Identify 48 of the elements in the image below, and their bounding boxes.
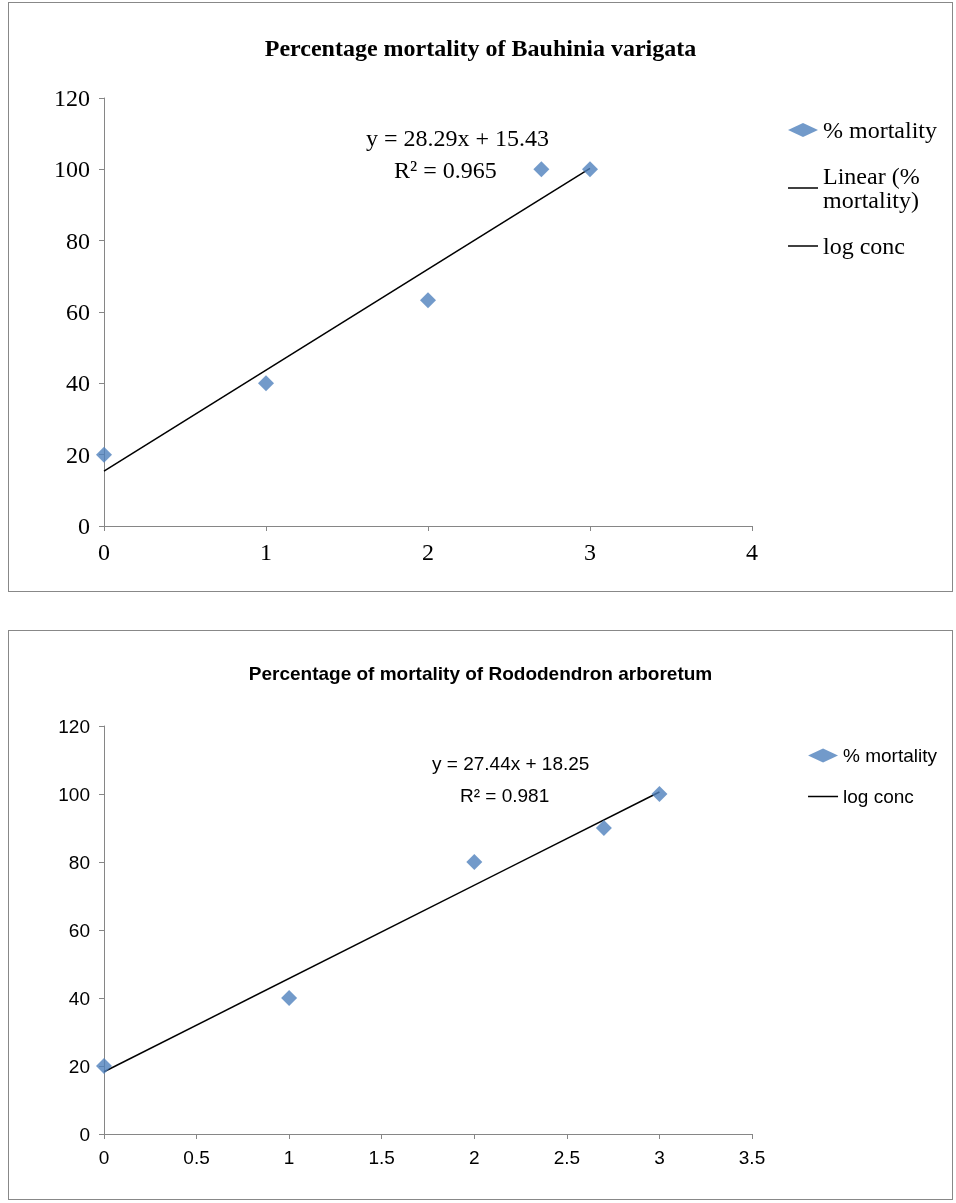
y-tick-label: 100 [54,156,90,183]
point [595,820,612,836]
point [420,292,436,309]
x-tick-label: 3.5 [738,1147,766,1168]
y-tick-label: 20 [68,1055,90,1077]
chart-title: Percentage of mortality of Rododendron arboretum [248,663,713,684]
legend-label: Linear (% mortality) [823,163,926,213]
y-tick-label: 100 [58,783,90,805]
x-tick-label: 2 [469,1147,480,1168]
x-tick-label: 3 [654,1147,665,1168]
point [533,161,550,178]
point [582,161,598,178]
annotation: R² = 0.965 [394,157,497,183]
y-tick-label: 120 [54,85,90,111]
x-tick-label: 3 [584,539,596,565]
x-tick-label: 1 [260,539,272,565]
y-tick-label: 80 [66,227,90,254]
annotation: R² = 0.981 [460,785,550,806]
annotation: y = 28.29x + 15.43 [366,125,550,151]
chart-title: Percentage mortality of Bauhinia varigata [264,35,697,61]
y-tick-label: 60 [66,299,90,325]
legend-label: % mortality [843,745,938,766]
y-tick-label: 40 [66,370,90,397]
y-tick-label: 0 [79,1123,90,1145]
x-tick-label: 1.5 [368,1147,395,1168]
point [96,1058,112,1074]
y-tick-label: 60 [68,919,90,941]
x-tick-label: 4 [746,539,758,565]
x-tick-label: 0 [98,539,110,565]
x-tick-label: 0 [98,1147,110,1168]
y-tick-label: 20 [66,441,90,468]
legend-label: log conc [823,233,906,259]
y-tick-label: 40 [68,987,90,1009]
y-tick-label: 0 [78,513,90,539]
point [651,786,668,802]
y-tick-label: 120 [58,715,90,737]
annotation: y = 27.44x + 18.25 [432,753,590,774]
point [281,990,298,1006]
point [466,854,483,870]
legend-label: % mortality [823,117,938,143]
x-tick-label: 0.5 [183,1147,210,1168]
x-tick-label: 1 [283,1147,295,1168]
point [258,375,274,392]
x-tick-label: 2.5 [553,1147,581,1168]
legend-label: log conc [843,786,914,807]
y-tick-label: 80 [68,851,90,873]
point [96,446,112,463]
x-tick-label: 2 [422,539,434,565]
